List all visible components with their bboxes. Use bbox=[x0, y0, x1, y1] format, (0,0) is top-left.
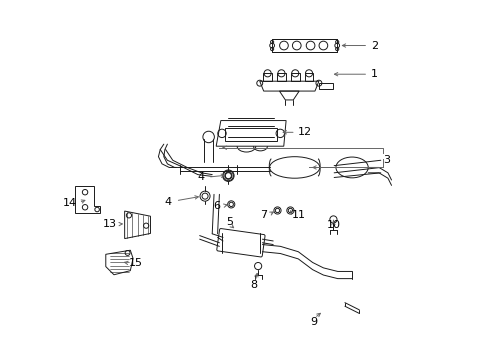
Text: 5: 5 bbox=[225, 217, 232, 227]
Text: 1: 1 bbox=[370, 69, 377, 79]
Text: 2: 2 bbox=[370, 41, 377, 50]
Text: 6: 6 bbox=[213, 201, 220, 211]
Text: 4: 4 bbox=[197, 172, 204, 182]
Text: 11: 11 bbox=[291, 210, 305, 220]
Text: 13: 13 bbox=[102, 219, 116, 229]
Text: 10: 10 bbox=[326, 220, 340, 230]
Text: 15: 15 bbox=[129, 258, 142, 268]
Text: 9: 9 bbox=[309, 317, 316, 327]
Text: 8: 8 bbox=[250, 280, 257, 290]
Text: 14: 14 bbox=[62, 198, 77, 208]
Text: 3: 3 bbox=[383, 155, 390, 165]
Text: 4: 4 bbox=[164, 197, 172, 207]
Text: 12: 12 bbox=[297, 127, 311, 137]
Text: 7: 7 bbox=[260, 210, 266, 220]
